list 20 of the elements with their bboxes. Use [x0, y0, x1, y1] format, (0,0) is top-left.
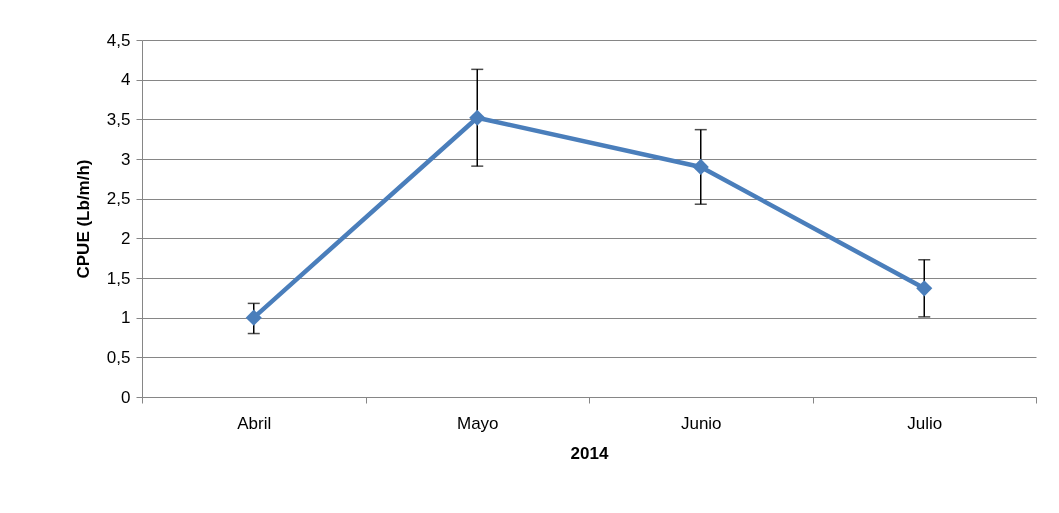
- x-tick-label: Mayo: [456, 413, 499, 433]
- x-tick-label: Julio: [907, 413, 943, 433]
- y-tick-label: 0,5: [106, 347, 131, 367]
- y-tick-label: 4,5: [106, 30, 131, 50]
- y-tick-label: 0: [121, 387, 131, 407]
- point: [692, 158, 709, 175]
- x-tick-label: Junio: [680, 413, 722, 433]
- point: [245, 309, 262, 326]
- y-tick-label: 1,5: [106, 268, 131, 288]
- y-tick-label: 1: [121, 308, 131, 328]
- y-tick-label: 4: [121, 70, 131, 90]
- x-axis-title: 2014: [570, 443, 609, 463]
- point: [469, 109, 486, 126]
- y-tick-label: 2: [121, 228, 131, 248]
- y-tick-label: 3,5: [106, 109, 131, 129]
- y-tick-label: 3: [121, 149, 131, 169]
- y-axis-title: CPUE (Lb/m/h): [73, 159, 93, 279]
- point: [916, 280, 933, 297]
- x-tick-label: Abril: [237, 413, 272, 433]
- y-tick-label: 2,5: [106, 189, 131, 209]
